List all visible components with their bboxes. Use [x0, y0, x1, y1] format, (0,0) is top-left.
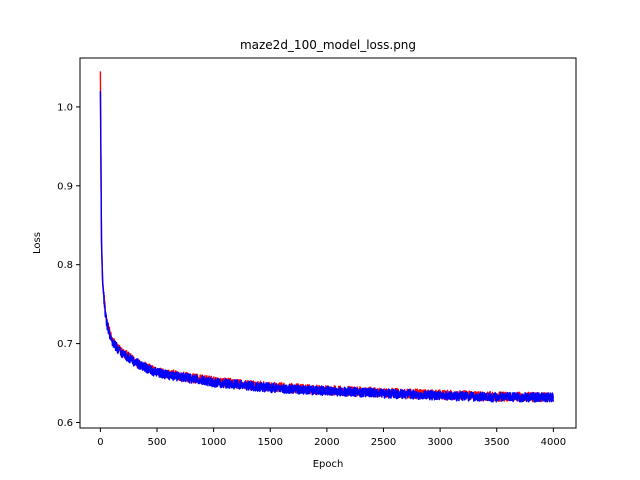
x-tick-label: 3000	[427, 437, 452, 448]
x-tick-label: 1000	[201, 437, 226, 448]
series-layer	[99, 71, 555, 403]
ticks-layer: 0 500 1000 1500 2000 2500 3000 3500 4000 0.6 0.7 0.…	[57, 102, 566, 448]
x-tick-label: 3500	[484, 437, 509, 448]
y-axis-label: Loss	[32, 232, 43, 254]
series-line-2	[99, 91, 555, 403]
plot-frame	[79, 57, 577, 429]
y-tick-label: 0.7	[57, 339, 73, 350]
x-tick-label: 500	[147, 437, 166, 448]
x-tick-label: 0	[97, 437, 103, 448]
x-tick-label: 4000	[541, 437, 566, 448]
x-tick-label: 2500	[371, 437, 396, 448]
chart-title: maze2d_100_model_loss.png	[240, 38, 416, 52]
y-tick-label: 1.0	[57, 102, 73, 113]
x-tick-label: 1500	[258, 437, 283, 448]
x-axis-label: Epoch	[313, 459, 344, 470]
y-tick-label: 0.8	[57, 260, 73, 271]
y-tick-label: 0.6	[57, 418, 73, 429]
x-tick-label: 2000	[314, 437, 339, 448]
y-tick-label: 0.9	[57, 181, 73, 192]
